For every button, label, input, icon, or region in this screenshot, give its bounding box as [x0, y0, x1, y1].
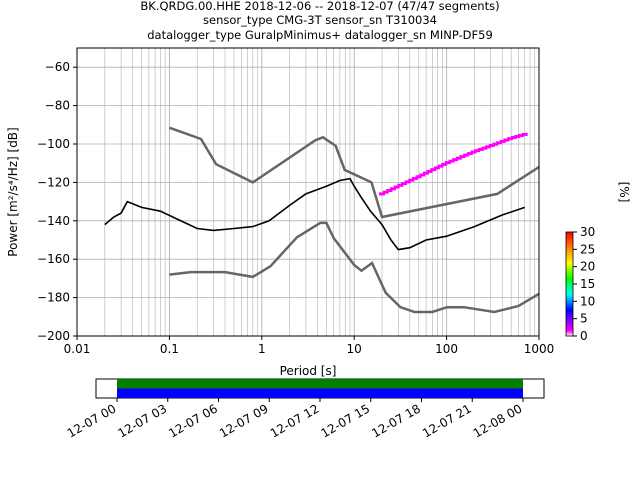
timeline-tick-label: 12-07 12 [268, 401, 322, 440]
plot-frame [76, 47, 540, 337]
x-tick-label: 100 [435, 342, 458, 356]
y-tick-label: −60 [45, 60, 70, 74]
heatmap-cell [466, 152, 473, 156]
heatmap-cell [430, 168, 437, 172]
mean-psd-curve [104, 177, 525, 251]
heatmap-cell [397, 183, 404, 187]
timeline-tick-label: 12-07 06 [166, 401, 220, 440]
heatmap-cell [499, 139, 506, 143]
heatmap-cell [415, 175, 422, 179]
y-tick-label: −120 [37, 175, 70, 189]
heatmap-cell [382, 190, 389, 194]
timeline-tick-label: 12-07 09 [217, 401, 271, 440]
colorbar-tick-label: 10 [580, 294, 595, 308]
x-tick-label: 0.01 [64, 342, 91, 356]
chart-title-line-1: BK.QRDG.00.HHE 2018-12-06 -- 2018-12-07 … [140, 0, 500, 13]
heatmap-cell [426, 169, 433, 173]
colorbar-tick-label: 30 [580, 225, 595, 239]
x-tick-label: 1000 [524, 342, 555, 356]
timeline-tick-label: 12-07 03 [116, 401, 170, 440]
timeline-coverage-bar [117, 379, 523, 389]
colorbar-tick-label: 20 [580, 260, 595, 274]
nhnm-curve [168, 126, 540, 219]
main-axes: 0.01 0.1 1 10 100 1000 −60 −80 −100 −120 −140 −160 −… [37, 60, 554, 356]
heatmap-cell [408, 178, 415, 182]
psd-density-heatmap [379, 132, 528, 196]
heatmap-cell [485, 145, 492, 149]
heatmap-cell [514, 134, 521, 138]
heatmap-cell [496, 141, 503, 145]
x-tick-label: 0.1 [160, 342, 179, 356]
heatmap-cell [433, 166, 440, 170]
heatmap-cell [459, 155, 466, 159]
heatmap-cell [474, 149, 481, 153]
heatmap-cell [448, 159, 455, 163]
timeline-tick-label: 12-07 15 [319, 401, 373, 440]
heatmap-cell [463, 153, 470, 157]
timeline-tick-label: 12-07 00 [65, 401, 119, 440]
heatmap-cell [455, 156, 462, 160]
heatmap-cell [422, 171, 429, 175]
heatmap-cell [441, 162, 448, 166]
colorbar-tick-label: 25 [580, 242, 595, 256]
y-tick-label: −140 [37, 214, 70, 228]
y-tick-label: −160 [37, 252, 70, 266]
noise-model-curves [104, 126, 540, 314]
timeline-tick-label: 12-08 00 [471, 401, 525, 440]
heatmap-cell [503, 138, 510, 142]
heatmap-cell [510, 136, 517, 140]
heatmap-cell [481, 146, 488, 150]
timeline-coverage-bar [117, 388, 523, 398]
colorbar-tick-label: 5 [580, 312, 588, 326]
heatmap-cell [400, 182, 407, 186]
colorbar: 0 5 10 15 20 25 30 [565, 225, 595, 343]
chart-title-line-2: sensor_type CMG-3T sensor_sn T310034 [203, 13, 437, 27]
heatmap-cell [393, 185, 400, 189]
y-tick-label: −180 [37, 291, 70, 305]
colorbar-label: [%] [617, 182, 631, 203]
heatmap-cell [492, 142, 499, 146]
heatmap-cell [518, 133, 525, 137]
heatmap-cell [419, 173, 426, 177]
x-tick-label: 1 [258, 342, 266, 356]
x-tick-label: 10 [347, 342, 362, 356]
heatmap-cell [389, 187, 396, 191]
y-axis-label: Power [m²/s⁴/Hz] [dB] [6, 127, 20, 256]
heatmap-cell [386, 188, 393, 192]
colorbar-tick-label: 15 [580, 277, 595, 291]
colorbar-tick-label: 0 [580, 329, 588, 343]
heatmap-cell [404, 180, 411, 184]
heatmap-cell [452, 158, 459, 162]
heatmap-cell [379, 192, 386, 196]
grid-lines [76, 48, 539, 337]
heatmap-cell [521, 132, 528, 136]
nlnm-curve [169, 221, 540, 314]
heatmap-cell [444, 161, 451, 165]
y-tick-label: −200 [37, 329, 70, 343]
x-axis-label: Period [s] [280, 364, 337, 378]
heatmap-cell [470, 150, 477, 154]
heatmap-cell [437, 164, 444, 168]
colorbar-gradient [565, 231, 574, 337]
timeline-tick-label: 12-07 21 [420, 401, 474, 440]
timeline-tick-label: 12-07 18 [369, 401, 423, 440]
y-tick-label: −100 [37, 137, 70, 151]
y-tick-label: −80 [45, 99, 70, 113]
heatmap-cell [411, 176, 418, 180]
chart-title-line-3: datalogger_type GuralpMinimus+ datalogge… [147, 28, 493, 42]
heatmap-cell [488, 144, 495, 148]
heatmap-cell [477, 147, 484, 151]
heatmap-cell [507, 137, 514, 141]
